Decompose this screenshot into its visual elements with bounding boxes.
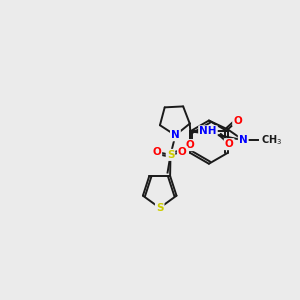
- Text: N: N: [171, 130, 180, 140]
- Text: S: S: [156, 203, 164, 213]
- Text: O: O: [225, 139, 234, 149]
- Text: NH: NH: [199, 126, 217, 136]
- Text: O: O: [178, 147, 187, 157]
- Text: N: N: [239, 135, 248, 145]
- Text: CH$_3$: CH$_3$: [261, 133, 282, 147]
- Text: O: O: [233, 116, 242, 126]
- Text: O: O: [152, 147, 161, 157]
- Text: O: O: [186, 140, 195, 150]
- Text: S: S: [167, 150, 174, 160]
